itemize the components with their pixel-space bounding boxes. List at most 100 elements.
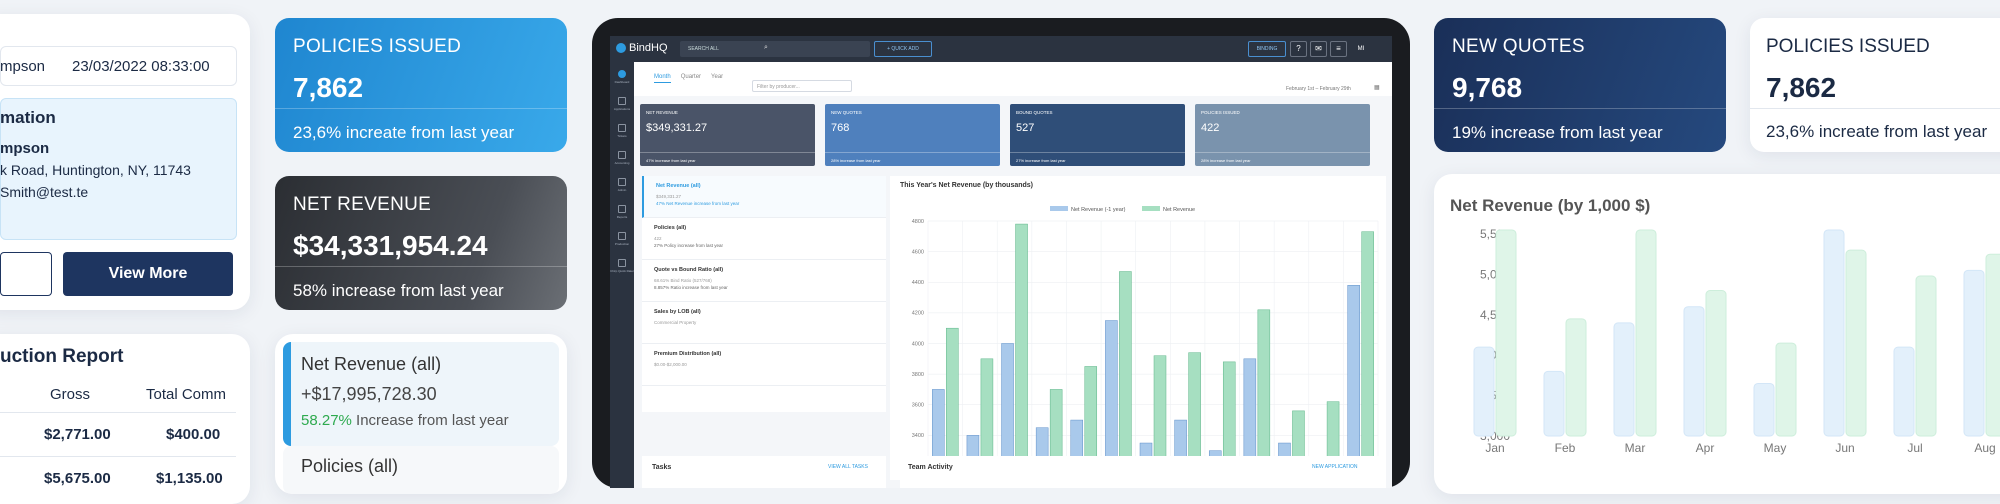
x-tick-label: Apr	[1696, 441, 1715, 455]
kpi-value: 768	[831, 122, 850, 134]
sidebar-item[interactable]: Applications	[610, 93, 634, 120]
production-report-card: uction Report Gross Total Comm $2,771.00…	[0, 334, 250, 504]
kpi-footer: 23,6% increate from last year	[1766, 122, 1988, 141]
bar	[1473, 346, 1495, 437]
change-percent: 58.27%	[301, 412, 352, 429]
policies-issued-card-light: POLICIES ISSUED 7,862 23,6% increate fro…	[1750, 18, 2000, 152]
sidebar-icon	[618, 178, 626, 186]
tab-quarter[interactable]: Quarter	[680, 74, 702, 80]
sidebar-item[interactable]: Production	[610, 228, 634, 255]
list-item-change: 8.857% Ratio increase from last year	[654, 285, 728, 290]
sidebar-item[interactable]: Chirp Quick Rater	[610, 255, 634, 282]
tab-month[interactable]: Month	[654, 74, 671, 83]
list-item-value: Commercial Property	[654, 320, 697, 325]
list-item[interactable]: Net Revenue (all) $349,331.27 47% Net Reve…	[642, 176, 886, 218]
table-cell: $1,135.00	[156, 470, 223, 487]
bar	[980, 358, 994, 467]
net-revenue-list-card: Net Revenue (all) +$17,995,728.30 58.27%…	[275, 334, 567, 494]
bar	[1635, 229, 1657, 437]
bar	[1347, 285, 1360, 467]
sidebar-label: Tickets	[617, 134, 627, 138]
logo-text: BindHQ	[629, 42, 668, 54]
production-report-title: uction Report	[0, 346, 124, 367]
sidebar-icon	[618, 232, 626, 240]
producer-filter[interactable]: Filter by producer...	[752, 80, 852, 92]
x-tick-label: Jul	[1907, 441, 1922, 455]
list-item-value: $349,331.27	[656, 194, 682, 199]
search-input[interactable]: SEARCH ALL ⌕	[680, 41, 870, 57]
app-kpi-card: BOUND QUOTES 527 27% increase from last ye…	[1010, 104, 1185, 166]
list-icon[interactable]: ≡	[1330, 41, 1347, 57]
bar	[1845, 249, 1867, 437]
kpi-footer: 58% increase from last year	[275, 266, 567, 310]
sidebar-label: Reports	[616, 215, 628, 219]
kpi-value: 9,768	[1452, 72, 1523, 103]
calendar-icon[interactable]: ▦	[1374, 85, 1380, 91]
table-cell: $5,675.00	[44, 470, 111, 487]
mail-icon[interactable]: ✉	[1310, 41, 1327, 57]
y-tick-label: 4600	[912, 249, 924, 255]
sidebar-item[interactable]: Accounting	[610, 147, 634, 174]
bar	[1188, 352, 1201, 467]
logo-icon	[616, 43, 626, 53]
insured-info-title: mation	[0, 108, 56, 127]
app-kpi-card: NET REVENUE $349,331.27 47% increase from …	[640, 104, 815, 166]
secondary-button[interactable]	[0, 252, 52, 296]
kpi-footer: 19% increase from last year	[1434, 108, 1726, 152]
list-item-title: Premium Distribution (all)	[654, 351, 722, 357]
col-header-total-comm: Total Comm	[146, 386, 227, 403]
bar	[1565, 318, 1587, 437]
insured-address: k Road, Huntington, NY, 11743	[0, 162, 191, 178]
bar	[1222, 361, 1236, 467]
help-icon[interactable]: ?	[1290, 41, 1307, 57]
list-item-change: 27% Policy increase from last year	[654, 243, 724, 248]
search-label: SEARCH ALL	[688, 46, 719, 52]
kpi-title: POLICIES ISSUED	[1201, 110, 1240, 115]
avatar[interactable]: MI	[1357, 46, 1365, 52]
sidebar-item[interactable]: Admin	[610, 174, 634, 201]
sidebar-icon	[618, 97, 626, 105]
insured-info-card: mpson 23/03/2022 08:33:00 mation mpson k…	[0, 14, 250, 310]
list-item[interactable]: Policies (all) 422 27% Policy increase fro…	[642, 218, 886, 260]
period-tabs: Month Quarter Year	[654, 74, 723, 83]
bar	[1985, 253, 2000, 437]
list-item[interactable]: Premium Distribution (all) $0.00-$2,000.0…	[642, 344, 886, 386]
list-item-change: 47% Net Revenue increase from last year	[656, 201, 740, 206]
kpi-footer: 28% increase from last year	[825, 152, 1000, 166]
app-sidebar	[610, 62, 634, 488]
record-datetime: 23/03/2022 08:33:00	[72, 58, 210, 75]
chart-legend: Net Revenue (-1 year) Net Revenue	[1050, 206, 1195, 213]
x-tick-label: Jun	[1835, 441, 1854, 455]
list-item[interactable]: Quote vs Bound Ratio (all) 68.61% Bind Ra…	[642, 260, 886, 302]
list-item[interactable]: Sales by LOB (all) Commercial Property	[642, 302, 886, 344]
kpi-value: 527	[1016, 122, 1035, 134]
kpi-value: 422	[1201, 122, 1220, 134]
sidebar-item[interactable]: Tickets	[610, 120, 634, 147]
tab-year[interactable]: Year	[711, 74, 724, 80]
view-all-tasks-link[interactable]: VIEW ALL TASKS	[828, 464, 868, 470]
list-item-change: 58.27% Increase from last year	[301, 412, 509, 429]
kpi-title: BOUND QUOTES	[1016, 110, 1053, 115]
search-icon: ⌕	[764, 44, 768, 51]
record-name: mpson	[0, 58, 46, 75]
net-revenue-card: NET REVENUE $34,331,954.24 58% increase …	[275, 176, 567, 310]
kpi-footer: 23,6% increate from last year	[275, 108, 567, 152]
sidebar-label: Applications	[613, 107, 631, 111]
list-item-title: Policies (all)	[654, 225, 687, 231]
y-tick-label: 3600	[912, 403, 924, 409]
x-tick-label: Jan	[1485, 441, 1504, 455]
list-item-title: Quote vs Bound Ratio (all)	[654, 267, 724, 273]
x-tick-label: Feb	[1555, 441, 1576, 455]
list-item-title: Sales by LOB (all)	[654, 309, 701, 315]
sidebar-item[interactable]: Dashboard	[610, 66, 634, 93]
view-more-button[interactable]: View More	[63, 252, 233, 296]
sidebar-label: Production	[614, 242, 630, 246]
app-kpi-row: NET REVENUE $349,331.27 47% increase from …	[640, 104, 1380, 166]
quick-add-button[interactable]: + QUICK ADD	[874, 41, 932, 57]
sidebar-item[interactable]: Reports	[610, 201, 634, 228]
list-item-selected[interactable]	[283, 342, 559, 446]
sidebar-icon	[618, 151, 626, 159]
new-application-link[interactable]: NEW APPLICATION	[1312, 464, 1358, 470]
binding-button[interactable]: BINDING	[1248, 41, 1286, 57]
